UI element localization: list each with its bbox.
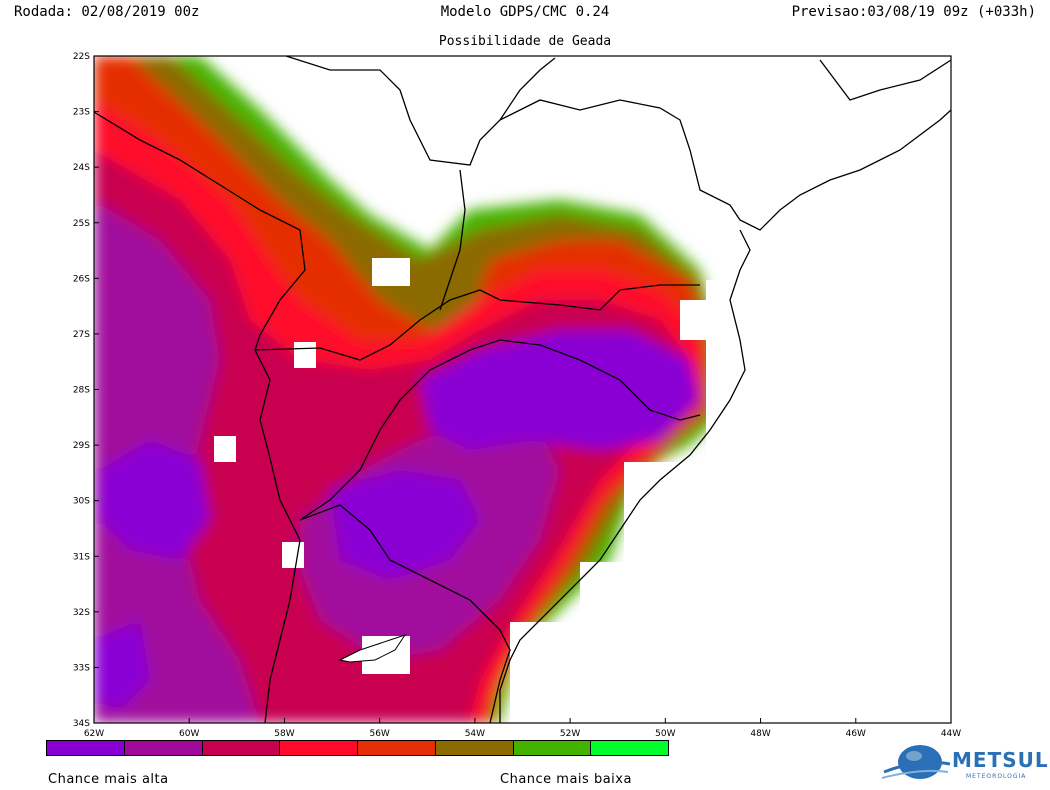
legend-swatch <box>435 741 514 755</box>
lon-tick-label: 62W <box>84 729 104 739</box>
legend-label-high: Chance mais alta <box>48 772 169 787</box>
lat-tick-label: 32S <box>73 608 90 618</box>
lon-tick-label: 54W <box>465 729 485 739</box>
mask-cells <box>214 258 951 722</box>
legend-swatch <box>358 741 436 755</box>
lon-tick-label: 50W <box>655 729 675 739</box>
lon-tick-label: 46W <box>846 729 866 739</box>
legend-swatch <box>124 741 203 755</box>
legend-swatch <box>280 741 358 755</box>
frost-field <box>94 56 951 723</box>
lat-tick-label: 26S <box>73 274 90 284</box>
legend-label-low: Chance mais baixa <box>500 772 632 787</box>
lat-tick-label: 29S <box>73 441 90 451</box>
metsul-logo-icon <box>881 745 951 779</box>
lat-tick-label: 28S <box>73 386 90 396</box>
lat-tick-label: 24S <box>73 163 90 173</box>
color-legend <box>46 740 669 756</box>
lon-tick-label: 60W <box>179 729 199 739</box>
model-name: Modelo GDPS/CMC 0.24 <box>440 4 610 20</box>
lat-axis: 22S 23S 24S 25S 26S 27S 28S 29S 30S 31S 32S 33S 34S <box>73 52 99 729</box>
lon-tick-label: 56W <box>369 729 389 739</box>
lat-tick-label: 25S <box>73 219 90 229</box>
legend-swatch <box>202 741 281 755</box>
lat-tick-label: 27S <box>73 330 90 340</box>
lon-axis: 62W 60W 58W 56W 54W 52W 50W 48W 46W 44W <box>84 718 961 739</box>
logo-tagline: METEOROLOGIA <box>966 773 1027 780</box>
lat-tick-label: 34S <box>73 719 90 729</box>
lon-tick-label: 44W <box>941 729 961 739</box>
lat-tick-label: 23S <box>73 108 90 118</box>
lat-tick-label: 30S <box>73 497 90 507</box>
forecast-time: Previsao:03/08/19 09z (+033h) <box>791 4 1036 20</box>
boundaries <box>94 56 951 723</box>
legend-swatch <box>513 741 592 755</box>
lat-tick-label: 22S <box>73 52 90 62</box>
lat-tick-label: 31S <box>73 552 90 562</box>
map-title: Possibilidade de Geada <box>438 34 612 49</box>
run-date: Rodada: 02/08/2019 00z <box>14 4 200 20</box>
lat-tick-label: 33S <box>73 663 90 673</box>
logo-name: METSUL <box>952 748 1049 772</box>
lon-tick-label: 52W <box>560 729 580 739</box>
lon-tick-label: 48W <box>750 729 770 739</box>
legend-swatch <box>47 741 125 755</box>
legend-swatch <box>591 741 668 755</box>
lon-tick-label: 58W <box>274 729 294 739</box>
